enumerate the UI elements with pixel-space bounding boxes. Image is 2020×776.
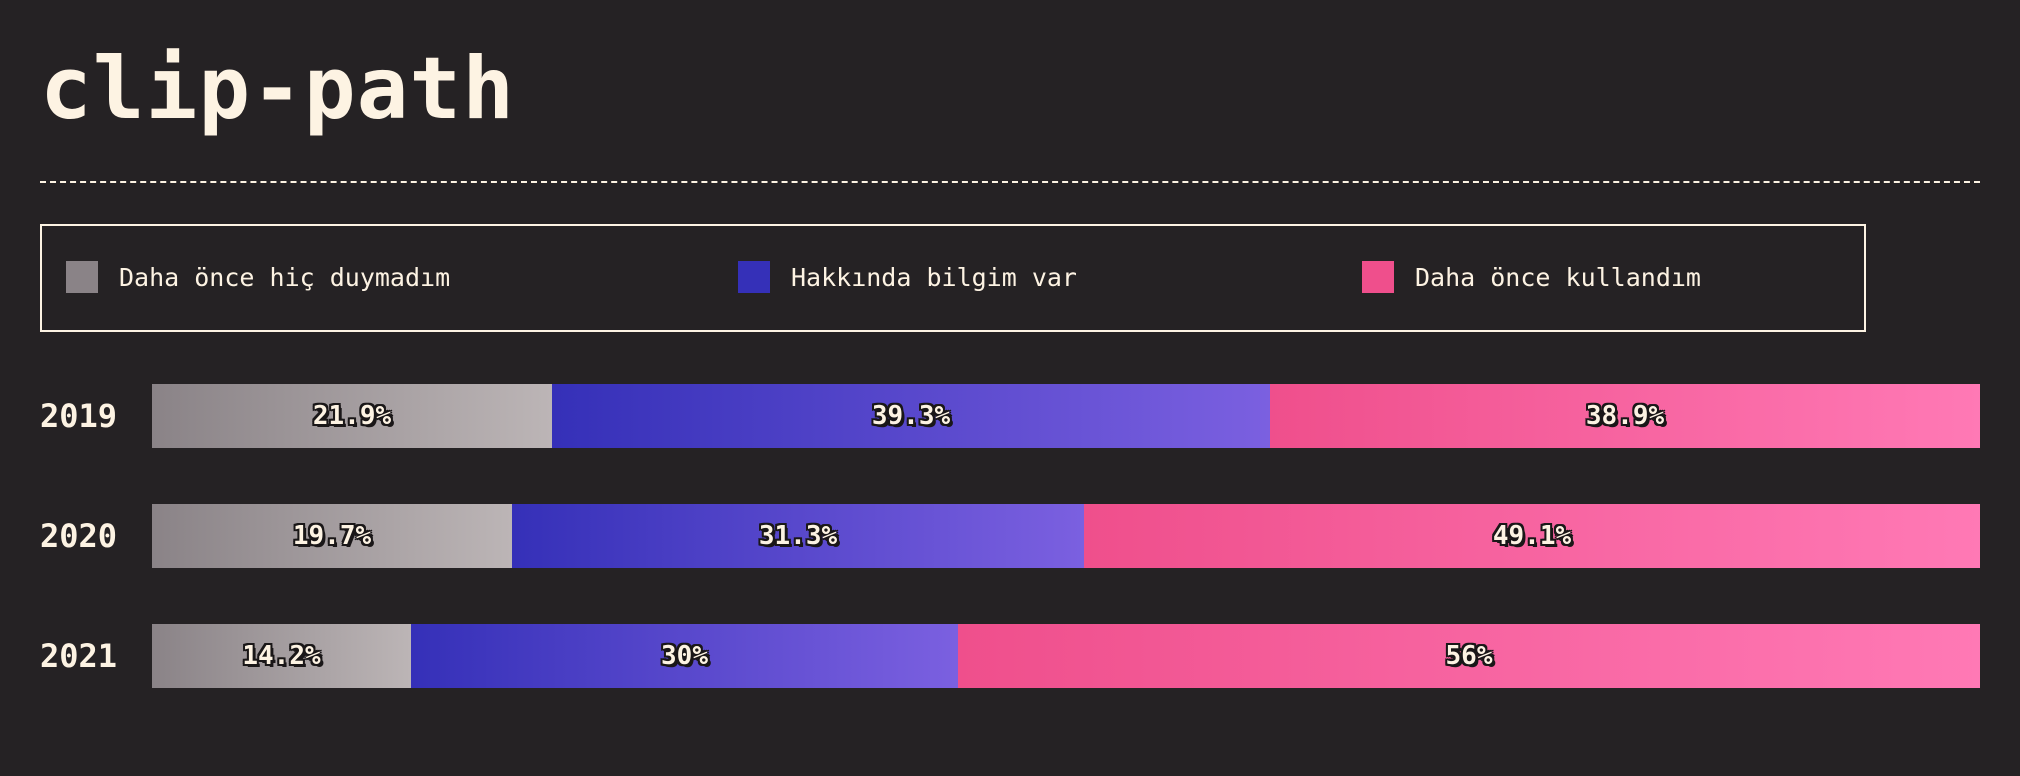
legend-label-know-about: Hakkında bilgim var	[791, 262, 1077, 292]
bar-segment-never-heard-2021: 14.2%	[152, 624, 411, 688]
data-label-know-about-2021: 30%	[661, 641, 708, 671]
data-label-used-2019: 38.9%	[1585, 401, 1665, 431]
bar-row-2021: 14.2% 30% 56%	[152, 624, 1980, 688]
legend-item-used: Daha önce kullandım	[1362, 260, 1701, 294]
bar-row-2019: 21.9% 39.3% 38.9%	[152, 384, 1980, 448]
data-label-never-heard-2019: 21.9%	[312, 401, 392, 431]
legend-item-never-heard: Daha önce hiç duymadım	[66, 260, 450, 294]
legend-swatch-never-heard	[66, 261, 98, 293]
row-label-2020: 2020	[40, 517, 118, 555]
bar-segment-used-2021: 56%	[958, 624, 1980, 688]
legend-swatch-used	[1362, 261, 1394, 293]
bar-segment-used-2019: 38.9%	[1270, 384, 1980, 448]
bar-segment-never-heard-2019: 21.9%	[152, 384, 552, 448]
legend-swatch-know-about	[738, 261, 770, 293]
title-divider	[40, 181, 1980, 183]
data-label-know-about-2019: 39.3%	[871, 401, 951, 431]
bar-segment-know-about-2021: 30%	[411, 624, 958, 688]
legend-item-know-about: Hakkında bilgim var	[738, 260, 1077, 294]
bar-segment-never-heard-2020: 19.7%	[152, 504, 512, 568]
data-label-never-heard-2021: 14.2%	[242, 641, 321, 671]
chart-title: clip-path	[40, 39, 515, 139]
data-label-used-2020: 49.1%	[1492, 521, 1572, 551]
legend: Daha önce hiç duymadım Hakkında bilgim v…	[40, 224, 1866, 332]
legend-label-never-heard: Daha önce hiç duymadım	[119, 262, 451, 292]
legend-label-used: Daha önce kullandım	[1415, 262, 1701, 292]
data-label-used-2021: 56%	[1445, 641, 1493, 671]
bar-segment-know-about-2020: 31.3%	[512, 504, 1084, 568]
row-label-2021: 2021	[40, 637, 118, 675]
data-label-know-about-2020: 31.3%	[758, 521, 838, 551]
bar-segment-know-about-2019: 39.3%	[552, 384, 1270, 448]
data-label-never-heard-2020: 19.7%	[292, 521, 372, 551]
bar-segment-used-2020: 49.1%	[1084, 504, 1980, 568]
bar-row-2020: 19.7% 31.3% 49.1%	[152, 504, 1980, 568]
row-label-2019: 2019	[40, 397, 118, 435]
